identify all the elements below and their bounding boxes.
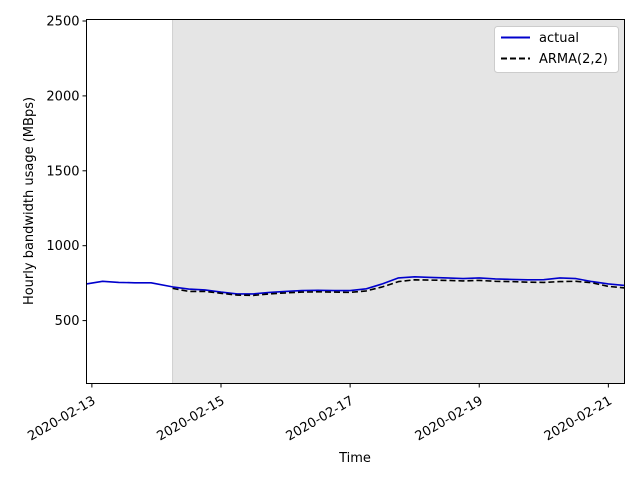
y-tick-label: 500 <box>55 314 80 329</box>
y-tick-label: 2500 <box>46 14 79 29</box>
y-axis-label: Hourly bandwidth usage (MBps) <box>22 97 37 305</box>
y-tick-label: 1000 <box>46 239 79 254</box>
legend-label-arma: ARMA(2,2) <box>539 52 608 67</box>
forecast-shaded-region <box>172 19 625 384</box>
series-line-actual <box>86 275 625 295</box>
series-line-arma <box>172 278 625 297</box>
y-tick-label: 1500 <box>46 164 79 179</box>
x-axis-label: Time <box>338 451 371 466</box>
plot-frame <box>86 19 625 384</box>
legend: actual ARMA(2,2) <box>494 26 619 73</box>
y-tick-label: 2000 <box>46 89 79 104</box>
legend-label-actual: actual <box>539 31 579 46</box>
